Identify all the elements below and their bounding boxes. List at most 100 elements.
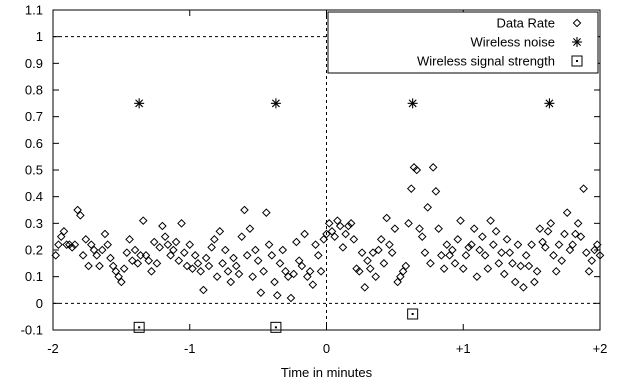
legend-label: Data Rate bbox=[496, 16, 555, 31]
legend-label: Wireless signal strength bbox=[417, 54, 555, 69]
square-outline bbox=[133, 321, 145, 333]
data-point-diamond bbox=[573, 219, 583, 228]
series-star bbox=[134, 98, 555, 109]
data-point-diamond bbox=[357, 248, 367, 257]
data-point-diamond bbox=[426, 259, 435, 268]
data-point-diamond bbox=[125, 235, 134, 244]
y-tick-label: 1.1 bbox=[25, 3, 43, 18]
data-point-diamond bbox=[308, 280, 318, 289]
data-point-diamond bbox=[193, 259, 203, 268]
data-point-diamond bbox=[256, 288, 266, 297]
data-point-diamond bbox=[152, 259, 162, 268]
data-point-diamond bbox=[376, 235, 386, 244]
square-outline bbox=[571, 55, 583, 67]
legend: Data Rate Wireless noise Wireless signal s… bbox=[327, 11, 599, 74]
data-point-diamond bbox=[248, 272, 257, 281]
data-point-diamond bbox=[92, 251, 102, 260]
data-point-diamond bbox=[461, 251, 471, 260]
data-point-diamond bbox=[251, 245, 260, 255]
data-point-diamond bbox=[114, 272, 123, 281]
data-point-diamond bbox=[393, 277, 402, 287]
y-tick-label: 0.6 bbox=[25, 136, 43, 151]
data-point-star bbox=[407, 98, 418, 109]
data-point-diamond bbox=[54, 240, 63, 249]
data-point-diamond bbox=[565, 245, 575, 255]
data-point-diamond bbox=[289, 269, 298, 279]
data-point-diamond bbox=[86, 240, 96, 249]
data-point-diamond bbox=[480, 251, 490, 260]
data-point-diamond bbox=[478, 232, 487, 241]
data-point-diamond bbox=[396, 272, 405, 281]
data-point-diamond bbox=[360, 283, 370, 292]
data-point-diamond bbox=[300, 229, 309, 239]
data-point-diamond bbox=[278, 245, 288, 255]
data-point-diamond bbox=[365, 264, 375, 273]
data-point-diamond bbox=[508, 259, 517, 268]
data-point-diamond bbox=[338, 243, 348, 252]
data-point-diamond bbox=[456, 216, 465, 225]
data-point-diamond bbox=[76, 211, 85, 220]
data-point-diamond bbox=[428, 163, 438, 172]
data-point-diamond bbox=[220, 245, 230, 255]
data-point-diamond bbox=[442, 240, 452, 249]
data-point-diamond bbox=[190, 251, 200, 260]
data-point-diamond bbox=[510, 277, 520, 287]
data-point-diamond bbox=[218, 259, 227, 268]
data-point-diamond bbox=[240, 205, 249, 215]
data-point-diamond bbox=[212, 272, 222, 281]
y-tick-label: 0.5 bbox=[25, 163, 43, 178]
data-marks bbox=[51, 98, 605, 333]
data-point-diamond bbox=[458, 264, 468, 273]
data-point-diamond bbox=[557, 256, 567, 265]
data-point-diamond bbox=[303, 272, 312, 281]
data-point-diamond bbox=[182, 261, 192, 271]
square-outline bbox=[407, 308, 419, 320]
data-point-diamond bbox=[245, 224, 255, 233]
data-point-diamond bbox=[571, 229, 580, 239]
legend-label: Wireless noise bbox=[470, 35, 555, 50]
data-point-diamond bbox=[549, 251, 558, 260]
axis-ticks bbox=[52, 9, 601, 331]
data-point-diamond bbox=[530, 277, 539, 287]
data-point-diamond bbox=[97, 245, 107, 255]
data-point-star bbox=[544, 98, 555, 109]
data-point-diamond bbox=[398, 267, 408, 276]
data-point-diamond bbox=[201, 253, 211, 263]
data-point-diamond bbox=[106, 253, 115, 263]
data-point-diamond bbox=[179, 248, 189, 257]
data-point-diamond bbox=[319, 235, 329, 244]
data-point-diamond bbox=[327, 227, 337, 236]
data-point-diamond bbox=[281, 267, 290, 276]
star-stroke bbox=[573, 38, 581, 46]
data-point-diamond bbox=[133, 259, 143, 268]
data-point-diamond bbox=[412, 165, 422, 175]
data-point-diamond bbox=[387, 248, 397, 257]
data-point-diamond bbox=[406, 184, 416, 193]
data-point-diamond bbox=[439, 264, 449, 273]
data-point-diamond bbox=[579, 184, 588, 193]
data-point-diamond bbox=[368, 248, 378, 257]
data-point-diamond bbox=[316, 267, 326, 276]
data-point-diamond bbox=[163, 240, 173, 249]
data-point-diamond bbox=[231, 261, 241, 271]
data-point-diamond bbox=[587, 256, 597, 265]
data-point-diamond bbox=[169, 245, 178, 255]
data-point-diamond bbox=[521, 251, 531, 260]
data-point-diamond bbox=[70, 240, 80, 249]
data-point-diamond bbox=[141, 251, 151, 260]
data-point-diamond bbox=[253, 256, 263, 265]
y-tick-label: 0.7 bbox=[25, 109, 43, 124]
y-tick-label: 0.9 bbox=[25, 56, 43, 71]
data-point-diamond bbox=[335, 221, 345, 231]
data-point-diamond bbox=[560, 229, 569, 239]
data-point-diamond bbox=[117, 277, 126, 287]
data-point-diamond bbox=[264, 240, 274, 249]
data-point-diamond bbox=[322, 229, 331, 239]
data-point-diamond bbox=[196, 267, 205, 276]
data-point-diamond bbox=[562, 208, 572, 217]
data-point-star bbox=[270, 98, 281, 109]
series-square bbox=[133, 308, 419, 333]
data-point-diamond bbox=[158, 221, 167, 231]
data-point-square bbox=[407, 308, 419, 320]
data-point-diamond bbox=[371, 272, 381, 281]
